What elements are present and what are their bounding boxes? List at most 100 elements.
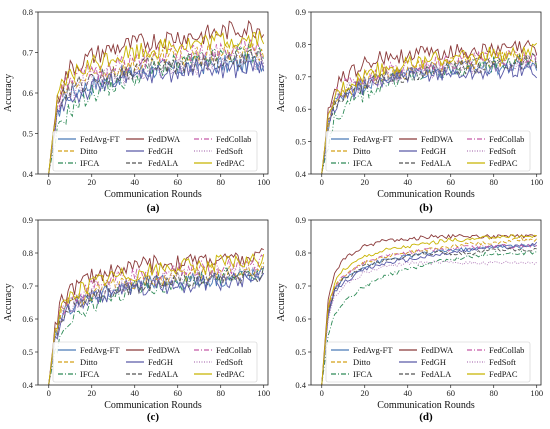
legend-label: FedGH bbox=[148, 146, 173, 156]
y-tick-label: 0.9 bbox=[22, 215, 33, 225]
y-tick-label: 0.5 bbox=[295, 347, 306, 357]
legend-label: Ditto bbox=[80, 357, 97, 367]
legend-label: FedDWA bbox=[421, 345, 454, 355]
y-axis-title: Accuracy bbox=[276, 74, 287, 112]
legend-label: IFCA bbox=[353, 369, 373, 379]
y-tick-label: 0.4 bbox=[22, 169, 33, 179]
legend-label: FedSoft bbox=[489, 357, 517, 367]
y-axis-title: Accuracy bbox=[276, 283, 287, 321]
legend-label: FedAvg-FT bbox=[353, 345, 393, 355]
series-line-fedgh bbox=[321, 241, 538, 385]
y-tick-label: 0.7 bbox=[22, 281, 33, 291]
series-line-ifca bbox=[48, 265, 265, 384]
x-axis-title: Communication Rounds bbox=[104, 189, 202, 200]
legend-label: FedCollab bbox=[489, 345, 524, 355]
series-line-ditto bbox=[321, 50, 537, 174]
series-line-fedpac bbox=[321, 234, 537, 385]
legend-label: FedPAC bbox=[216, 158, 245, 168]
axes-frame bbox=[310, 11, 542, 175]
series-line-fedpac bbox=[48, 30, 265, 174]
legend-label: FedDWA bbox=[421, 134, 454, 144]
x-tick-label: 80 bbox=[489, 177, 498, 187]
series-line-fedgh bbox=[321, 61, 538, 174]
series-group bbox=[48, 248, 265, 385]
series-line-fedala bbox=[48, 48, 265, 174]
series-line-fedpac bbox=[48, 253, 265, 385]
y-tick-label: 0.6 bbox=[22, 314, 33, 324]
chart-panel-d: 0 20 40 60 80 100 0.4 0.5 0.6 0.7 0.8 0.9 Communicat… bbox=[276, 215, 543, 423]
legend-label: FedPAC bbox=[216, 369, 245, 379]
x-tick-label: 100 bbox=[530, 388, 543, 398]
legend: FedAvg-FT Ditto IFCA FedDWA FedGH FedALA FedCo… bbox=[52, 341, 258, 383]
x-tick-label: 40 bbox=[130, 388, 139, 398]
legend: FedAvg-FT Ditto IFCA FedDWA FedGH FedALA FedCo… bbox=[325, 341, 531, 383]
legend-label: FedCollab bbox=[489, 134, 524, 144]
legend-label: FedALA bbox=[421, 158, 452, 168]
series-line-ditto bbox=[321, 237, 538, 385]
panel-label: (a) bbox=[147, 202, 160, 214]
y-tick-label: 0.5 bbox=[22, 347, 33, 357]
panel-label: (b) bbox=[419, 202, 433, 214]
axes-frame bbox=[310, 219, 542, 386]
legend-label: FedPAC bbox=[489, 369, 518, 379]
x-tick-label: 60 bbox=[446, 388, 455, 398]
series-group bbox=[321, 39, 538, 174]
series-line-ditto bbox=[48, 262, 265, 385]
x-tick-label: 80 bbox=[216, 177, 225, 187]
y-axis-title: Accuracy bbox=[3, 283, 14, 321]
series-group bbox=[321, 233, 538, 385]
x-tick-label: 100 bbox=[257, 388, 270, 398]
x-tick-label: 20 bbox=[87, 388, 96, 398]
legend-label: Ditto bbox=[80, 146, 97, 156]
y-tick-label: 0.5 bbox=[295, 137, 306, 147]
legend-label: IFCA bbox=[80, 158, 100, 168]
x-tick-label: 20 bbox=[87, 177, 96, 187]
legend-label: FedDWA bbox=[148, 134, 181, 144]
series-line-fedsoft bbox=[321, 260, 538, 385]
legend-label: FedAvg-FT bbox=[80, 134, 120, 144]
series-line-fedsoft bbox=[321, 52, 538, 174]
series-line-feddwa bbox=[321, 39, 538, 174]
legend-label: FedAvg-FT bbox=[80, 345, 120, 355]
chart-panel-a: 0 20 40 60 80 100 0.4 0.5 0.6 0.7 0.8 Communication… bbox=[3, 7, 270, 214]
y-tick-label: 0.4 bbox=[295, 380, 306, 390]
x-tick-label: 60 bbox=[173, 177, 182, 187]
x-tick-label: 100 bbox=[530, 177, 543, 187]
legend-label: FedGH bbox=[421, 357, 446, 367]
legend-label: FedSoft bbox=[216, 357, 244, 367]
legend-box bbox=[52, 341, 258, 383]
y-tick-label: 0.8 bbox=[22, 248, 33, 258]
series-line-feddwa bbox=[321, 233, 537, 385]
legend-label: FedGH bbox=[148, 357, 173, 367]
legend-label: FedAvg-FT bbox=[353, 134, 393, 144]
y-tick-label: 0.7 bbox=[22, 48, 33, 58]
x-tick-label: 80 bbox=[489, 388, 498, 398]
y-tick-label: 0.6 bbox=[295, 104, 306, 114]
y-tick-label: 0.8 bbox=[22, 7, 33, 17]
x-tick-label: 40 bbox=[403, 388, 412, 398]
series-line-fedgh bbox=[48, 270, 265, 384]
y-tick-label: 0.6 bbox=[295, 314, 306, 324]
legend-label: Ditto bbox=[353, 357, 370, 367]
panel-label: (d) bbox=[419, 411, 433, 423]
x-tick-label: 0 bbox=[47, 388, 51, 398]
y-tick-label: 0.7 bbox=[295, 281, 306, 291]
legend-label: FedPAC bbox=[489, 158, 518, 168]
series-line-fedsoft bbox=[48, 264, 265, 385]
y-tick-label: 0.9 bbox=[295, 7, 306, 17]
x-axis-title: Communication Rounds bbox=[104, 400, 202, 411]
legend-label: FedSoft bbox=[216, 146, 244, 156]
legend-label: Ditto bbox=[353, 146, 370, 156]
series-line-fedcollab bbox=[48, 37, 265, 174]
x-tick-label: 20 bbox=[360, 388, 369, 398]
y-axis-title: Accuracy bbox=[3, 74, 14, 112]
legend-label: FedALA bbox=[148, 369, 179, 379]
axes-frame bbox=[37, 219, 269, 386]
x-tick-label: 60 bbox=[446, 177, 455, 187]
legend-box bbox=[325, 130, 531, 172]
x-tick-label: 0 bbox=[320, 177, 324, 187]
series-line-fedala bbox=[48, 266, 265, 385]
x-tick-label: 40 bbox=[403, 177, 412, 187]
x-axis-title: Communication Rounds bbox=[377, 189, 475, 200]
